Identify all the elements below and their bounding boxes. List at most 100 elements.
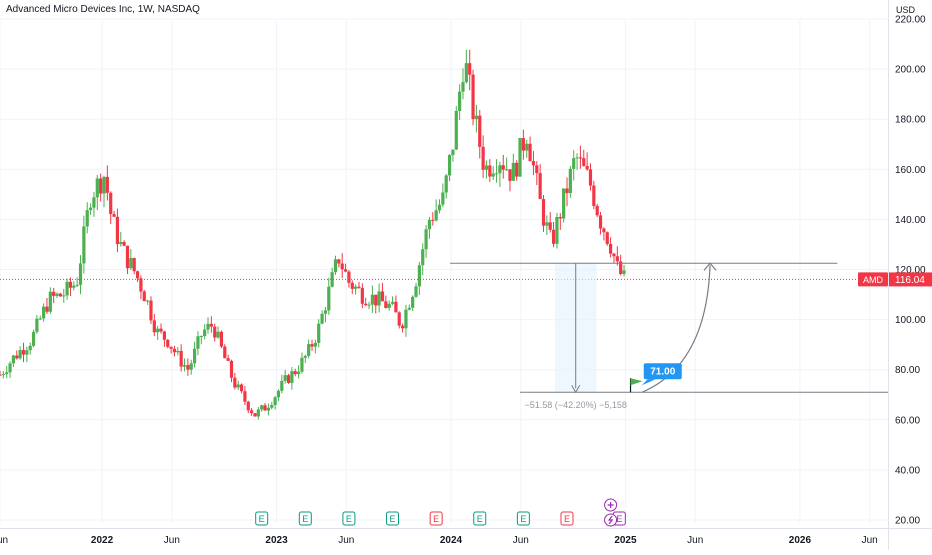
- candle-body: [307, 344, 311, 356]
- candle-body: [92, 197, 96, 208]
- candle-body: [468, 63, 472, 75]
- candle-body: [414, 286, 418, 297]
- candle-body: [139, 278, 143, 292]
- candle-body: [206, 323, 210, 330]
- candle-body: [538, 173, 542, 200]
- candle-body: [551, 229, 556, 244]
- candle-body: [156, 328, 160, 333]
- x-tick-label: Jun: [513, 535, 529, 546]
- x-tick-label: 2025: [614, 535, 637, 546]
- target-badge[interactable]: [643, 363, 682, 380]
- candle-body: [296, 371, 301, 375]
- candle-body: [528, 143, 532, 162]
- earnings-marker[interactable]: [386, 511, 400, 526]
- candle-body: [622, 270, 626, 274]
- candle-body: [239, 384, 244, 392]
- target-badge-pointer: [641, 379, 656, 386]
- earnings-marker[interactable]: [342, 511, 356, 526]
- candle-body: [481, 146, 485, 170]
- candle-body: [541, 199, 546, 226]
- earnings-marker[interactable]: [429, 511, 443, 526]
- earnings-marker[interactable]: [255, 511, 269, 526]
- earnings-marker-label: E: [564, 514, 570, 524]
- candle-body: [380, 291, 385, 302]
- candle-body: [427, 219, 432, 230]
- candle-body: [615, 256, 619, 262]
- candle-body: [451, 149, 455, 156]
- candle-body: [535, 165, 539, 174]
- earnings-marker[interactable]: [516, 511, 530, 526]
- candle-body: [152, 320, 156, 333]
- candle-body: [226, 358, 230, 361]
- candle-body: [374, 294, 378, 306]
- candle-body: [8, 363, 12, 373]
- y-tick-label: 120.00: [895, 265, 926, 276]
- candle-body: [605, 232, 609, 244]
- candle-body: [424, 229, 428, 250]
- candle-body: [411, 296, 415, 308]
- candle-body: [276, 390, 281, 398]
- candle-body: [42, 306, 46, 319]
- earnings-marker-label: E: [433, 514, 439, 524]
- candle-body: [377, 291, 381, 306]
- candle-body: [213, 326, 217, 338]
- candle-body: [337, 259, 341, 264]
- candle-body: [501, 165, 505, 170]
- plus-icon-glyph: [607, 502, 614, 508]
- candle-body: [58, 293, 62, 297]
- earnings-marker[interactable]: [560, 511, 574, 526]
- candle-body: [568, 168, 572, 194]
- earnings-marker-label: E: [302, 514, 308, 524]
- candle-body: [303, 355, 307, 358]
- symbol-badge: [858, 272, 888, 287]
- candle-body: [280, 380, 284, 391]
- candle-body: [125, 245, 130, 269]
- candle-body: [253, 413, 257, 417]
- candle-body: [88, 207, 93, 211]
- candle-body: [417, 265, 421, 287]
- candle-body: [182, 365, 187, 367]
- candle-body: [129, 258, 133, 269]
- candle-body: [598, 215, 603, 229]
- candle-body: [270, 405, 274, 408]
- y-tick-label: 140.00: [895, 215, 926, 226]
- candle-body: [105, 176, 109, 193]
- candle-body: [320, 313, 324, 324]
- candle-body: [555, 217, 559, 244]
- target-badge-value: 71.00: [650, 367, 675, 378]
- candle-body: [209, 323, 213, 327]
- earnings-marker[interactable]: [473, 511, 487, 526]
- candle-body: [25, 350, 29, 355]
- candle-body: [421, 249, 425, 266]
- candle-body: [266, 407, 270, 411]
- candle-body: [444, 175, 448, 193]
- candle-body: [186, 365, 190, 370]
- y-tick-label: 80.00: [895, 365, 920, 376]
- candle-body: [612, 253, 616, 257]
- x-tick-label: 2023: [265, 535, 288, 546]
- currency-label[interactable]: USD: [896, 5, 916, 15]
- candle-body: [256, 409, 260, 417]
- candle-body: [166, 339, 170, 347]
- flag-icon[interactable]: [630, 378, 643, 386]
- candle-body: [313, 342, 317, 347]
- candle-body: [112, 214, 116, 217]
- candle-body: [246, 401, 250, 411]
- candle-body: [404, 309, 408, 329]
- candle-body: [431, 219, 435, 221]
- candle-body: [498, 165, 502, 174]
- candle-body: [595, 205, 599, 216]
- earnings-marker-label: E: [259, 514, 265, 524]
- earnings-marker-label: E: [520, 514, 526, 524]
- candle-body: [203, 329, 207, 336]
- candle-body: [290, 371, 294, 383]
- earnings-marker[interactable]: [298, 511, 312, 526]
- candle-body: [350, 282, 354, 289]
- x-tick-label: Jun: [164, 535, 180, 546]
- candle-body: [72, 285, 76, 288]
- candle-body: [317, 323, 321, 343]
- candle-body: [229, 360, 234, 378]
- candle-body: [142, 291, 146, 302]
